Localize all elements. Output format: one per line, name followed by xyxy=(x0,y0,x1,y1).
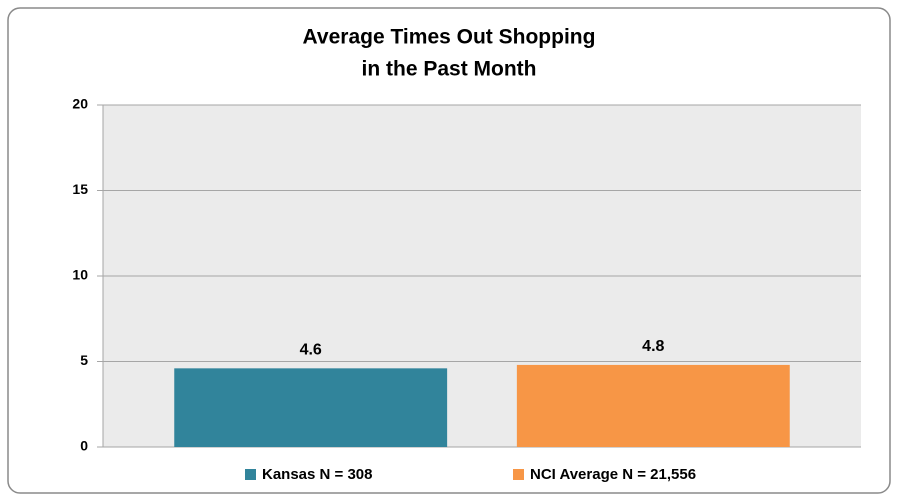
bar xyxy=(174,368,448,447)
data-label: 4.6 xyxy=(300,342,322,359)
chart-title: Average Times Out Shopping xyxy=(303,26,596,49)
legend-label: NCI Average N = 21,556 xyxy=(530,466,696,483)
y-tick-label: 0 xyxy=(80,438,88,454)
y-tick-label: 20 xyxy=(72,96,88,112)
bar xyxy=(516,364,790,447)
y-tick-label: 10 xyxy=(72,267,88,283)
y-tick-label: 15 xyxy=(72,181,88,197)
data-label: 4.8 xyxy=(642,338,664,355)
legend-swatch xyxy=(513,469,524,480)
y-tick-label: 5 xyxy=(80,352,88,368)
chart-title: in the Past Month xyxy=(362,58,537,81)
legend-label: Kansas N = 308 xyxy=(262,466,373,483)
legend-swatch xyxy=(245,469,256,480)
